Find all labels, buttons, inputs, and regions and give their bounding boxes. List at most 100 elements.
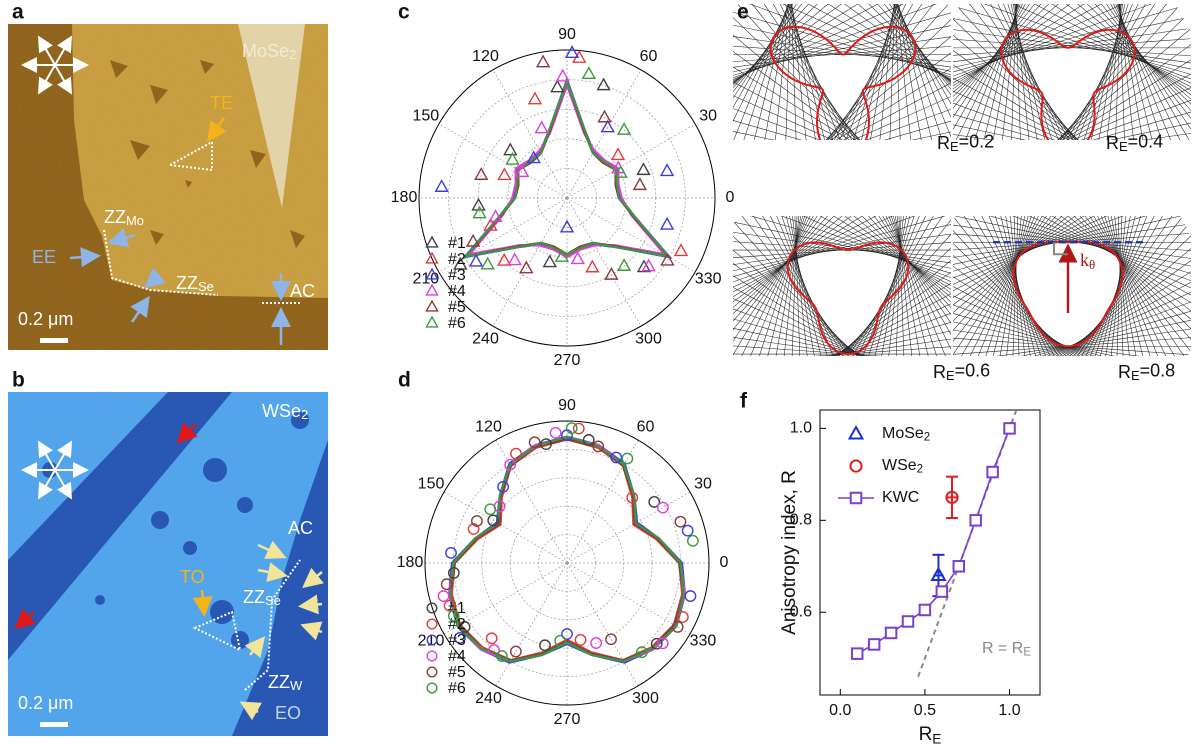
text-part: R (919, 724, 933, 745)
marker (485, 504, 495, 514)
legend-marker (851, 493, 862, 504)
marker (970, 515, 981, 526)
envelope-line (713, 149, 962, 166)
marker (511, 448, 521, 458)
k-curve (788, 242, 909, 354)
marker (438, 591, 448, 601)
marker (920, 605, 931, 616)
legend-marker (427, 667, 437, 677)
legend-label: KWC (882, 489, 919, 506)
marker (509, 254, 521, 265)
plot-label: RE=0.8 (1118, 360, 1175, 383)
marker (482, 258, 494, 269)
panel-label: b (12, 369, 25, 392)
right-angle (1054, 242, 1068, 254)
panel-label: f (740, 390, 748, 413)
envelope-line (981, 0, 1194, 93)
envelope-line (772, 0, 866, 203)
legend-marker (427, 683, 437, 693)
series-line (857, 428, 1009, 653)
text-part: 2 (301, 408, 308, 423)
theta-tick-label: 270 (554, 352, 581, 369)
marker (954, 561, 965, 572)
spoke-grid-line (493, 198, 567, 326)
legend-label: #4 (448, 283, 466, 300)
envelope-line (733, 0, 810, 173)
marker (562, 629, 572, 639)
marker (598, 79, 610, 90)
marker (675, 517, 685, 527)
marker (987, 467, 998, 478)
edge-label: AC (290, 281, 315, 301)
legend-marker (427, 651, 437, 661)
envelope-line (1108, 0, 1151, 190)
legend-marker (426, 317, 437, 327)
envelope-plot (929, 0, 1194, 208)
k-label: kθ (1080, 250, 1095, 272)
envelope-plots (703, 0, 1194, 421)
text-part: 2 (917, 464, 923, 476)
theta-tick-label: 120 (472, 48, 499, 65)
text-part: R (1118, 362, 1131, 382)
envelope-line (934, 0, 1154, 93)
plot-label: RE=0.4 (1106, 131, 1163, 154)
reference-label: R = RE (982, 640, 1031, 659)
panel-label: a (12, 1, 24, 24)
envelope-plot (932, 150, 1194, 421)
marker (504, 144, 516, 155)
legend-marker (426, 237, 437, 247)
text-part: E (946, 369, 955, 384)
text-part: θ (1089, 257, 1095, 272)
marker (540, 640, 550, 650)
marker (886, 628, 897, 639)
text-part: E (950, 140, 959, 155)
marker (498, 169, 510, 180)
legend-label: #3 (448, 632, 466, 649)
marker (634, 179, 646, 190)
material-label: MoSe2 (242, 41, 296, 63)
legend-marker (850, 427, 863, 439)
marker (599, 111, 611, 122)
marker (852, 648, 863, 659)
text-part: R (1106, 133, 1119, 153)
text-part: R (933, 362, 946, 382)
text-part: E (1131, 369, 1140, 384)
text-part: ZZ (104, 207, 126, 227)
marker (683, 525, 693, 535)
scale-bar-label: 0.2 μm (18, 693, 73, 713)
text-part: Mo (126, 214, 144, 229)
marker (446, 548, 456, 558)
micrograph-a (8, 24, 328, 350)
marker (602, 121, 614, 132)
text-part: ZZ (268, 672, 290, 692)
text-part: E (1023, 647, 1031, 659)
envelope-line (840, 0, 980, 137)
marker (618, 260, 630, 271)
theta-tick-label: 0 (726, 189, 735, 206)
marker (486, 633, 496, 643)
envelope-line (709, 138, 956, 173)
legend-marker (427, 619, 437, 629)
marker (638, 261, 650, 272)
marker (685, 591, 695, 601)
legend-label: #5 (448, 299, 466, 316)
marker (591, 638, 601, 648)
theta-tick-label: 30 (694, 476, 712, 493)
theta-tick-label: 90 (558, 397, 576, 414)
plot-label: RE=0.6 (933, 360, 990, 383)
text-part: MoSe (882, 425, 924, 442)
spoke-grid-line (567, 198, 695, 272)
text-part: Se (198, 280, 214, 295)
text-part: R (937, 133, 950, 153)
text-part: 2 (924, 432, 930, 444)
theta-tick-label: 120 (475, 418, 502, 435)
panel-label: e (737, 1, 749, 24)
y-axis-label: Anisotropy index, R (779, 470, 800, 635)
marker (583, 68, 595, 79)
marker (536, 122, 548, 133)
text-part: WSe (262, 401, 301, 421)
marker (658, 502, 668, 512)
legend-label: #6 (448, 315, 466, 332)
theta-tick-label: 180 (391, 189, 418, 206)
legend-label: WSe2 (882, 457, 923, 476)
